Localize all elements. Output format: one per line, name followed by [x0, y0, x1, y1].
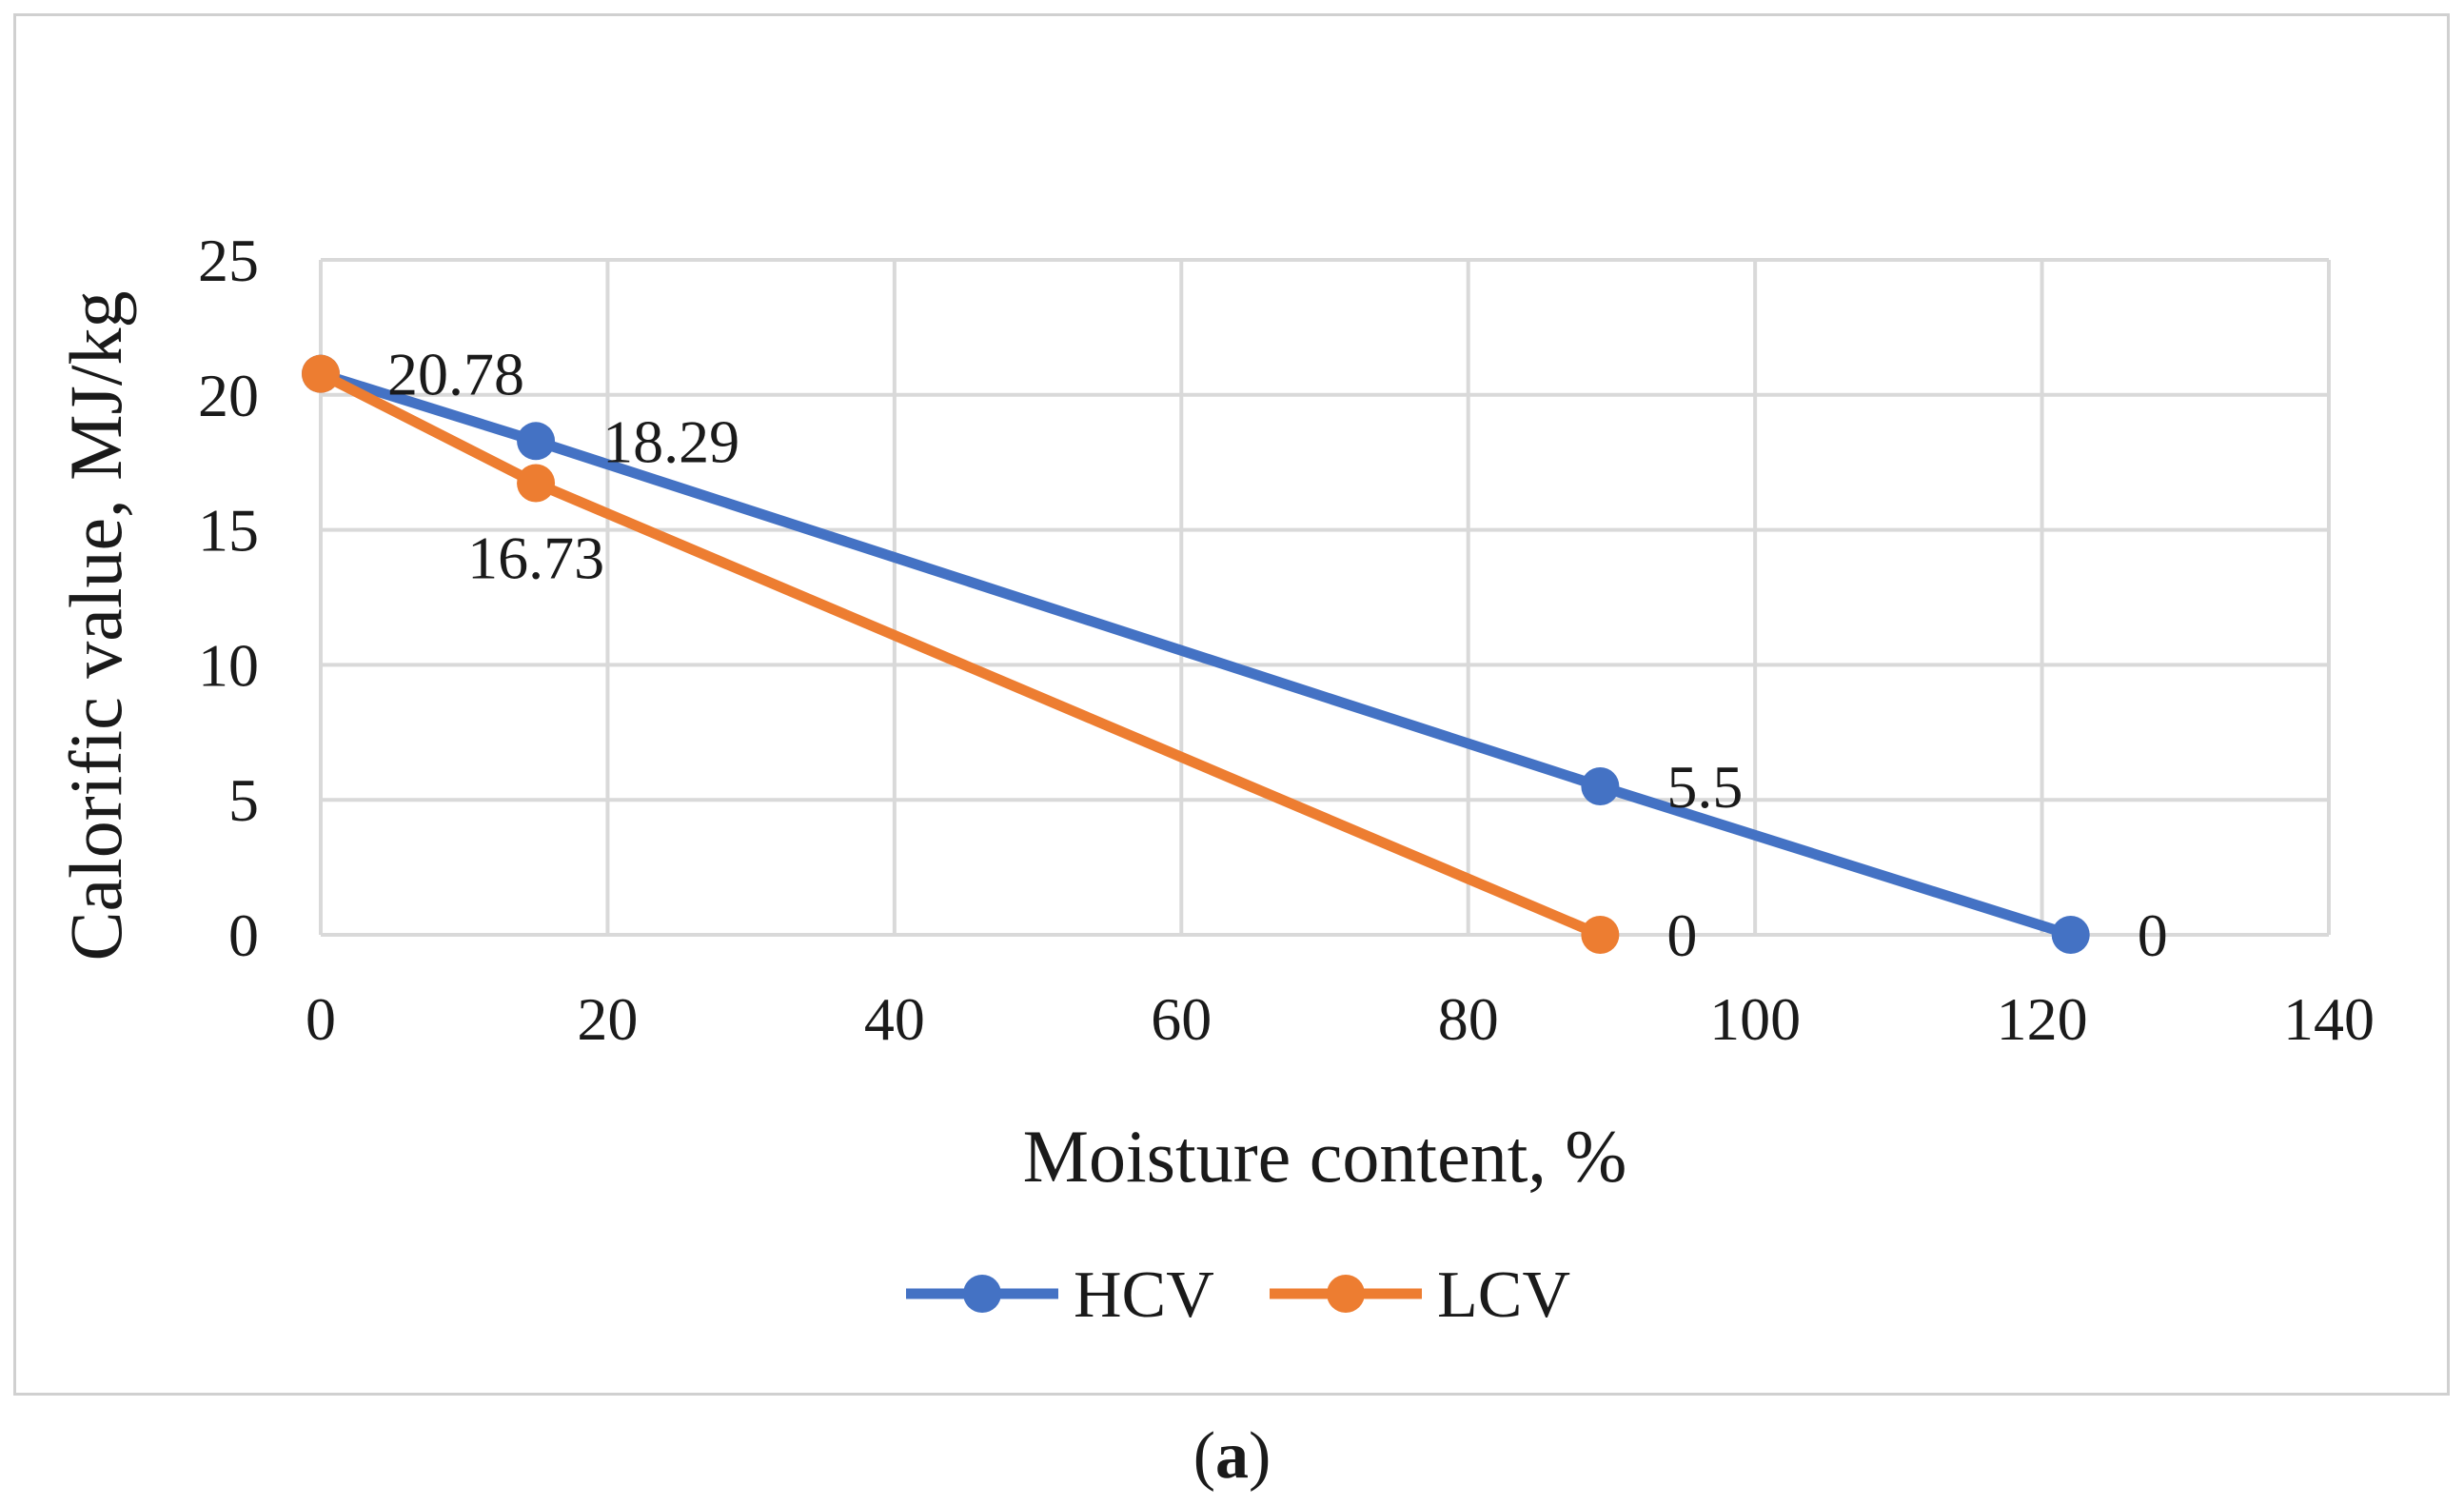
data-label-hcv: 18.29	[602, 407, 739, 475]
legend: HCV LCV	[906, 1258, 1570, 1332]
y-tick-label: 5	[228, 766, 259, 834]
x-tick-label: 60	[1151, 985, 1212, 1053]
data-labels: 20.78 18.29 5.5 0 16.73 0	[387, 341, 2168, 969]
caption-open: (	[1193, 1419, 1215, 1493]
y-axis-title: Calorific value, MJ/kg	[54, 290, 137, 961]
x-tick-label: 140	[2283, 985, 2375, 1053]
legend-label-lcv: LCV	[1437, 1258, 1570, 1332]
x-tick-label: 80	[1438, 985, 1499, 1053]
data-point-lcv	[517, 464, 556, 503]
y-tick-label: 15	[198, 497, 259, 565]
data-label-hcv: 5.5	[1666, 753, 1743, 821]
x-axis-title: Moisture content, %	[1023, 1115, 1627, 1198]
grid-lines	[319, 258, 2331, 937]
data-point-lcv	[302, 354, 340, 393]
series-line-lcv	[318, 368, 1603, 941]
data-point-hcv	[1581, 767, 1620, 806]
x-tick-label: 0	[306, 985, 336, 1053]
series-line-hcv	[319, 368, 2073, 941]
caption-close: )	[1249, 1419, 1271, 1493]
data-point-hcv	[517, 422, 556, 461]
axes: 0 20 40 60 80 100 120 140 0 5 10 15 20 25	[198, 227, 2375, 1053]
line-chart: 0 20 40 60 80 100 120 140 0 5 10 15 20 25 20.78 18.29 5…	[54, 227, 2375, 1332]
legend-label-hcv: HCV	[1074, 1258, 1214, 1332]
chart-frame: 0 20 40 60 80 100 120 140 0 5 10 15 20 25 20.78 18.29 5…	[13, 13, 2450, 1396]
y-tick-label: 25	[198, 227, 259, 294]
figure-caption: (a)	[0, 1418, 2464, 1495]
y-tick-label: 20	[198, 362, 259, 429]
x-tick-label: 40	[864, 985, 925, 1053]
legend-marker-lcv	[1327, 1275, 1365, 1313]
data-label-hcv: 0	[2138, 902, 2168, 969]
data-label-lcv: 0	[1666, 902, 1697, 969]
data-label-lcv: 16.73	[467, 525, 604, 592]
y-tick-label: 10	[198, 631, 259, 699]
caption-letter: a	[1215, 1419, 1249, 1493]
x-tick-label: 120	[1997, 985, 2088, 1053]
series-lines	[302, 354, 2090, 954]
x-tick-label: 100	[1709, 985, 1801, 1053]
data-label-hcv: 20.78	[387, 341, 524, 408]
data-point-lcv	[1581, 916, 1620, 954]
data-point-hcv	[2051, 916, 2090, 954]
x-tick-label: 20	[577, 985, 638, 1053]
y-tick-label: 0	[228, 902, 259, 969]
legend-marker-hcv	[963, 1275, 1001, 1313]
